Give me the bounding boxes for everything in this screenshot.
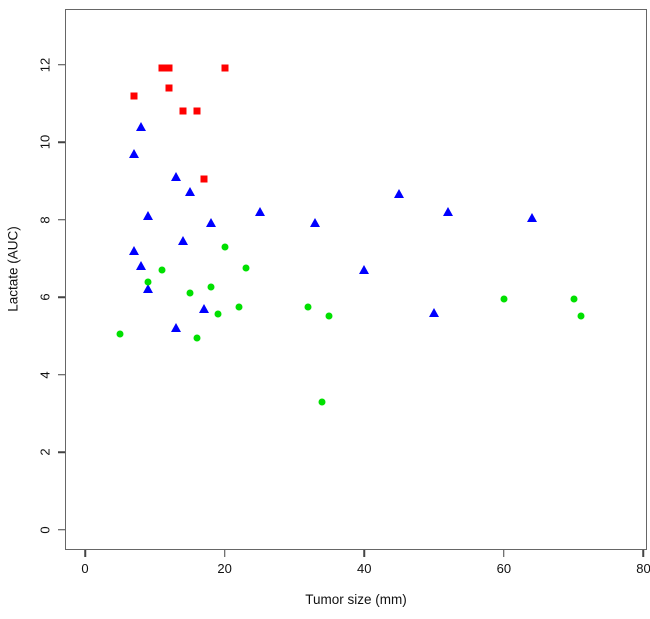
y-axis-tick-label: 12 <box>37 57 53 72</box>
blue-triangles-point <box>254 206 265 216</box>
blue-triangles-point <box>128 148 139 158</box>
blue-triangles-point <box>526 212 537 222</box>
y-axis-tick-label: 10 <box>37 134 53 150</box>
green-circles-point <box>325 312 333 320</box>
blue-triangles-point <box>135 261 146 271</box>
y-axis-tick <box>58 296 65 298</box>
green-circles-point <box>570 295 578 303</box>
y-axis-tick <box>58 218 65 221</box>
x-axis-tick-label: 0 <box>81 561 89 576</box>
green-circles-point <box>116 330 124 338</box>
red-squares-point <box>158 64 166 72</box>
y-axis-tick <box>58 528 65 531</box>
blue-triangles-point <box>184 187 195 197</box>
x-axis-tick-label: 80 <box>636 561 650 576</box>
red-squares-point <box>221 64 229 72</box>
y-axis-tick <box>58 451 65 453</box>
red-squares-point <box>193 107 201 115</box>
green-circles-point <box>214 310 222 318</box>
blue-triangles-point <box>128 245 139 255</box>
green-circles-point <box>221 243 229 251</box>
y-axis-title: Lactate (AUC) <box>5 226 21 312</box>
y-axis-tick-label: 8 <box>37 215 53 224</box>
green-circles-point <box>144 278 152 285</box>
green-circles-point <box>207 283 215 291</box>
blue-triangles-point <box>359 264 370 274</box>
green-circles-point <box>318 398 326 406</box>
blue-triangles-point <box>394 189 405 199</box>
blue-triangles-point <box>198 303 209 313</box>
green-circles-point <box>577 312 585 320</box>
y-axis-tick <box>58 141 65 143</box>
green-circles-point <box>304 303 312 311</box>
x-axis-tick <box>642 550 645 557</box>
blue-triangles-point <box>135 121 146 131</box>
red-squares-point <box>130 92 138 99</box>
y-axis-tick-label: 0 <box>37 525 53 534</box>
green-circles-point <box>186 289 194 297</box>
red-squares-point <box>165 64 173 72</box>
x-axis-tick <box>84 550 86 557</box>
blue-triangles-point <box>205 218 216 228</box>
red-squares-point <box>165 84 173 92</box>
blue-triangles-point <box>177 235 188 245</box>
x-axis-title: Tumor size (mm) <box>305 592 407 607</box>
red-squares-point <box>200 175 208 183</box>
blue-triangles-point <box>310 218 321 228</box>
blue-triangles-point <box>443 206 453 216</box>
y-axis-tick-label: 2 <box>37 448 53 456</box>
green-circles-point <box>500 295 508 303</box>
green-circles-point <box>235 303 243 311</box>
blue-triangles-point <box>170 323 181 333</box>
x-axis-tick-label: 40 <box>357 561 372 576</box>
x-axis-tick <box>503 550 505 557</box>
blue-triangles-point <box>170 171 181 181</box>
x-axis-tick <box>363 550 365 557</box>
green-circles-point <box>242 264 250 272</box>
y-axis-tick <box>58 373 65 376</box>
green-circles-point <box>158 266 166 274</box>
green-circles-point <box>193 334 201 342</box>
red-squares-point <box>179 107 187 115</box>
y-axis-tick-label: 6 <box>37 293 53 301</box>
y-axis-tick <box>58 63 65 66</box>
plot-area <box>65 9 647 550</box>
y-axis-tick-label: 4 <box>37 370 53 379</box>
blue-triangles-point <box>429 307 440 317</box>
x-axis-tick-label: 60 <box>496 561 512 576</box>
blue-triangles-point <box>142 210 153 220</box>
blue-triangles-point <box>142 284 153 294</box>
x-axis-tick-label: 20 <box>217 561 232 576</box>
x-axis-tick <box>223 550 226 557</box>
